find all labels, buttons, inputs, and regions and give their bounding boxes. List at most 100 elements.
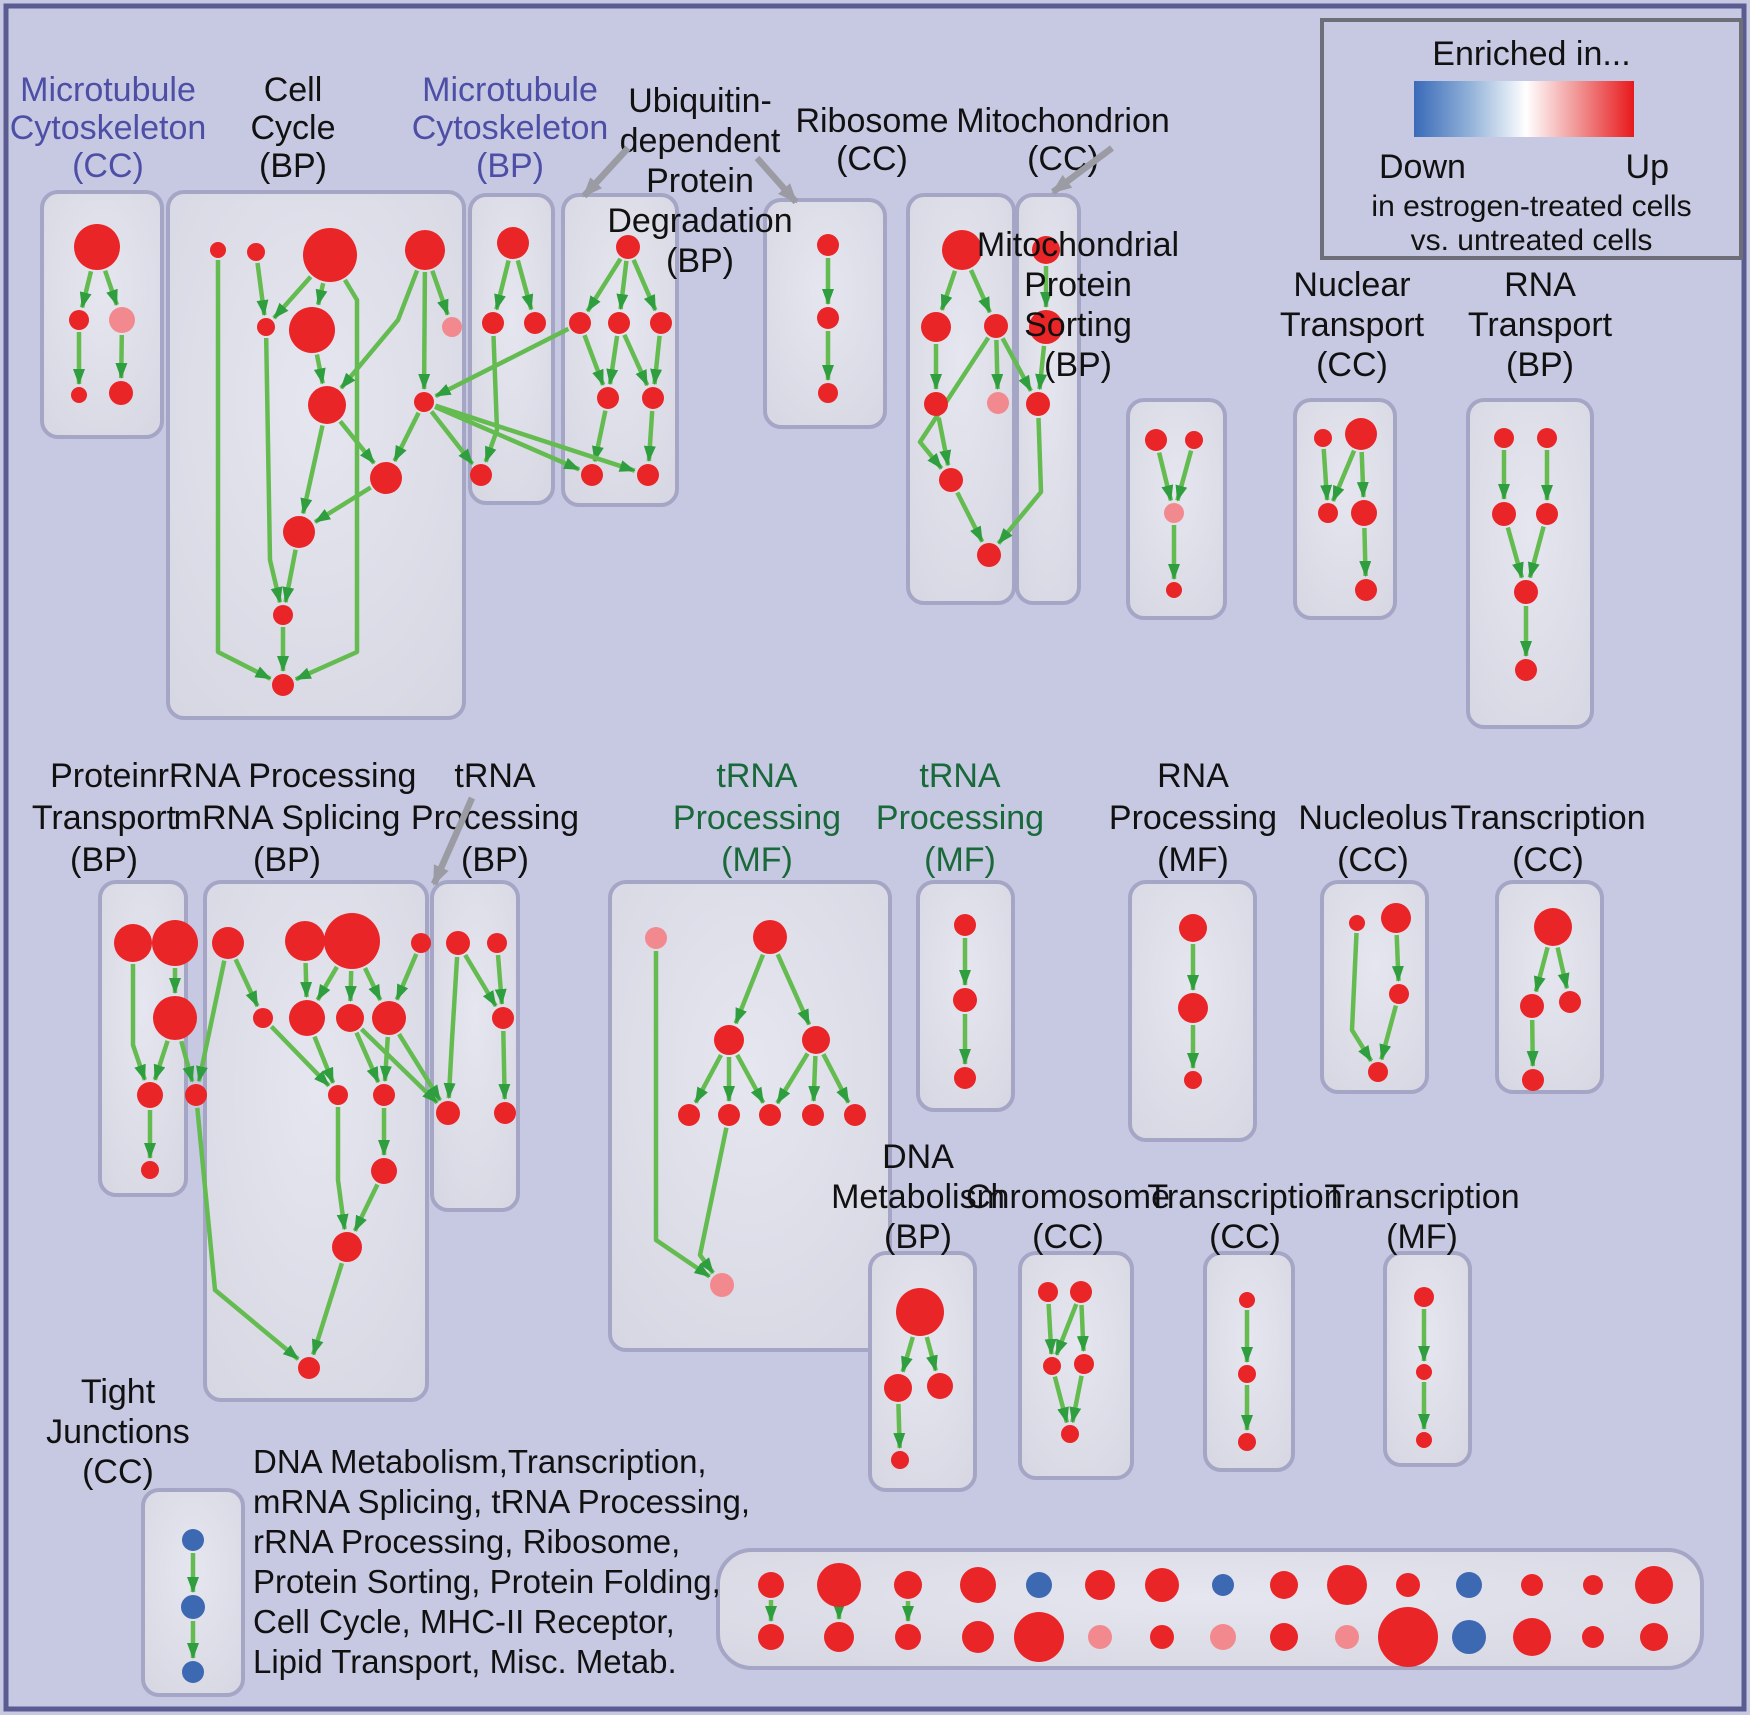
go-term-node (802, 1104, 824, 1126)
misc-category-list: DNA Metabolism,Transcription, mRNA Splic… (253, 1442, 750, 1682)
legend-subtitle-1: in estrogen-treated cells (1371, 190, 1692, 223)
go-term-node (1456, 1572, 1482, 1598)
cluster-label-microtubule-cytoskeleton-bp: (BP) (476, 147, 544, 185)
go-term-node (1583, 1575, 1603, 1595)
go-edge-arrow (352, 1183, 380, 1232)
cluster-label-mitochondrial-protein-sorting-bp: Mitochondrial (977, 226, 1179, 264)
go-edge-arrow (924, 1336, 938, 1372)
go-term-node (436, 1101, 460, 1125)
go-edge-arrow (300, 425, 325, 515)
go-term-node (289, 307, 335, 353)
go-term-node (1559, 991, 1581, 1013)
go-term-node (817, 234, 839, 256)
go-term-node (414, 392, 434, 412)
cluster-label-microtubule-cytoskeleton-bp: Cytoskeleton (412, 109, 609, 147)
go-term-node (1513, 1618, 1551, 1656)
go-edge-arrow (313, 485, 372, 524)
go-edge-arrow (379, 1036, 392, 1082)
go-edge-arrow (893, 1403, 906, 1449)
cluster-label-nucleolus-cc: (CC) (1337, 841, 1409, 879)
cluster-label-mitochondrial-protein-sorting-bp: (BP) (1044, 346, 1112, 384)
go-term-node (152, 920, 198, 966)
go-cross-edge-arrow (359, 1027, 439, 1105)
go-term-node (1396, 1573, 1420, 1597)
cluster-box-misc-strip (716, 1548, 1704, 1670)
cluster-label-trna-processing-bp: (BP) (461, 841, 529, 879)
legend-up-label: Up (1625, 148, 1669, 186)
go-term-node (411, 933, 431, 953)
cluster-label-cell-cycle-bp: Cycle (250, 109, 335, 147)
cluster-label-transcription-cc-middle: (CC) (1512, 841, 1584, 879)
go-edge-arrow (312, 1035, 336, 1084)
go-term-node (1014, 1612, 1064, 1662)
go-term-node (109, 381, 133, 405)
go-term-node (181, 1595, 205, 1619)
go-term-node (718, 1104, 740, 1126)
cluster-label-ubiquitin-degradation-bp: dependent (620, 122, 781, 160)
go-edge-arrow (900, 1336, 915, 1373)
go-term-node (1038, 1282, 1058, 1302)
go-term-node (954, 914, 976, 936)
legend-down-label: Down (1379, 148, 1466, 186)
go-edge-arrow (335, 1107, 349, 1231)
cluster-label-trna-processing-mf-1: tRNA (716, 757, 798, 795)
cluster-label-rna-processing-mf: Processing (1109, 799, 1277, 837)
go-term-node (616, 235, 640, 259)
cluster-label-mitochondrial-protein-sorting-bp: Sorting (1024, 306, 1132, 344)
go-edge-arrow (643, 410, 656, 462)
go-edge-arrow (968, 269, 992, 314)
go-edge-arrow (775, 1052, 810, 1105)
cluster-label-rna-processing-mf: RNA (1157, 757, 1229, 795)
go-term-node (1070, 1281, 1092, 1303)
go-term-node (921, 312, 951, 342)
go-term-node (1184, 1071, 1202, 1089)
go-term-node (817, 1563, 861, 1607)
go-edge-arrow (936, 417, 952, 467)
go-term-node (645, 927, 667, 949)
go-term-node (1522, 1069, 1544, 1091)
go-term-node (1381, 903, 1411, 933)
go-edge-arrow (606, 335, 620, 386)
go-term-node (650, 312, 672, 334)
go-term-node (597, 387, 619, 409)
go-term-node (373, 1084, 395, 1106)
go-term-node (637, 464, 659, 486)
go-term-node (962, 1621, 994, 1653)
go-term-node (984, 314, 1008, 338)
cluster-label-microtubule-cytoskeleton-cc: Cytoskeleton (10, 109, 207, 147)
go-term-node (1494, 428, 1514, 448)
cluster-label-chromosome-cc: (CC) (1032, 1218, 1104, 1256)
go-term-node (272, 674, 294, 696)
go-edge-arrow (1527, 526, 1546, 579)
cluster-label-chromosome-cc: Chromosome (966, 1178, 1170, 1216)
cluster-label-rna-transport-bp: Transport (1468, 306, 1613, 344)
go-edge-arrow (255, 262, 269, 317)
go-edge-arrow (955, 491, 985, 543)
go-edge-arrow (315, 965, 339, 1002)
go-term-node (69, 310, 89, 330)
go-term-node (487, 933, 507, 953)
go-term-node (977, 543, 1001, 567)
go-edge-arrow (430, 270, 450, 316)
go-edge-arrow (1156, 452, 1174, 502)
go-edge-arrow (735, 1053, 766, 1104)
cluster-label-microtubule-cytoskeleton-cc: Microtubule (20, 71, 196, 109)
go-term-node (1088, 1625, 1112, 1649)
cluster-label-protein-transport-bp: Protein (50, 757, 158, 795)
go-term-node (1534, 908, 1572, 946)
go-term-node (324, 913, 380, 969)
go-edge-arrow (1526, 1019, 1539, 1067)
cluster-box-nucleolus-cc (1320, 880, 1429, 1094)
cluster-box-transcription-cc-middle (1495, 880, 1604, 1094)
go-edge-arrow (1175, 450, 1194, 502)
go-term-node (1349, 915, 1365, 931)
legend-title: Enriched in... (1432, 35, 1631, 73)
cluster-label-dna-metabolism-bp: Metabolism (831, 1178, 1005, 1216)
go-edge-arrow (622, 333, 650, 387)
go-term-node (182, 1661, 204, 1683)
cluster-box-trna-processing-mf-1 (608, 880, 892, 1352)
go-term-node (1178, 993, 1208, 1023)
go-edge-arrow (338, 419, 376, 465)
cluster-label-dna-metabolism-bp: (BP) (884, 1218, 952, 1256)
